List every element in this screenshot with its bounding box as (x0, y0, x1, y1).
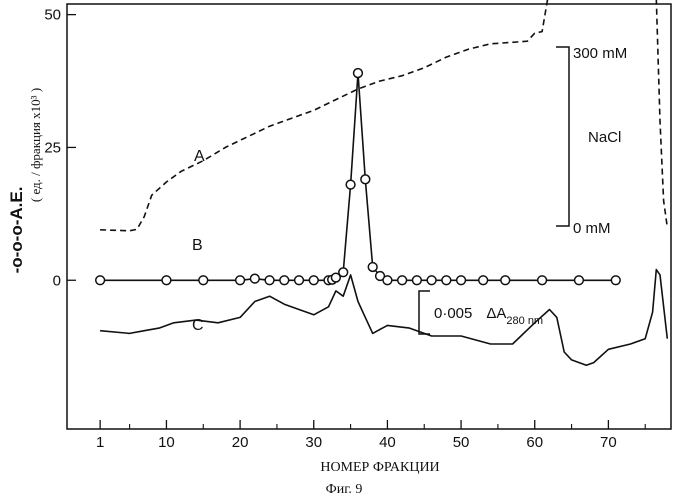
series-b-point (265, 276, 274, 285)
series-b-point (575, 276, 584, 285)
series-b-point (295, 276, 304, 285)
x-tick-label: 1 (96, 434, 104, 451)
x-tick-label: 70 (600, 434, 617, 451)
series-b-point (368, 263, 377, 272)
nacl-scale: 300 mM NaCl 0 mM (556, 45, 627, 237)
series-b-point (280, 276, 289, 285)
series-b-point (412, 276, 421, 285)
series-label-a: A (194, 148, 205, 165)
x-tick-label: 20 (232, 434, 249, 451)
scale-bar-bracket (419, 291, 430, 334)
y-tick-label: 50 (44, 7, 61, 24)
series-label-b: B (192, 237, 203, 254)
x-axis-title: НОМЕР ФРАКЦИИ (320, 460, 439, 475)
series-b-point (538, 276, 547, 285)
series-b-point (309, 276, 318, 285)
scale-bar-value: 0·005 (434, 305, 472, 322)
scale-bar-label: 0·005 ΔA280 nm (434, 305, 543, 327)
x-tick-label: 30 (305, 434, 322, 451)
y-axis-title-units: ( ед. / фракция x10³ ) (28, 88, 43, 202)
x-tick-label: 10 (158, 434, 175, 451)
series-b-point (501, 276, 510, 285)
series-b-point (442, 276, 451, 285)
series-b-point (346, 180, 355, 189)
series-b-point (339, 268, 348, 277)
series-b-point (96, 276, 105, 285)
absorbance-scale-bar: 0·005 ΔA280 nm (419, 291, 543, 334)
series-b-point (479, 276, 488, 285)
series-b-point (361, 175, 370, 184)
series-b-point (383, 276, 392, 285)
x-tick-label: 60 (526, 434, 543, 451)
series-b-point (398, 276, 407, 285)
series-b-point (250, 274, 259, 283)
series-b-point (457, 276, 466, 285)
figure-caption: Фиг. 9 (326, 482, 363, 497)
x-tick-label: 40 (379, 434, 396, 451)
scale-bar-subscript: 280 nm (506, 315, 543, 327)
series-b-point (162, 276, 171, 285)
series-b-point (354, 69, 363, 78)
series-b-point (236, 276, 245, 285)
series-b-line (100, 73, 616, 280)
series-b-point (199, 276, 208, 285)
y-tick-label: 0 (53, 272, 61, 289)
series-a-return-line (656, 0, 667, 227)
scale-bar-quantity: ΔA (486, 305, 506, 322)
series-b-point (611, 276, 620, 285)
nacl-axis-label: NaCl (588, 129, 621, 146)
y-tick-label: 25 (44, 139, 61, 156)
nacl-top-label: 300 mM (573, 45, 627, 62)
x-tick-label: 50 (453, 434, 470, 451)
series-label-c: C (192, 317, 204, 334)
series-b-point (427, 276, 436, 285)
nacl-bottom-label: 0 mM (573, 220, 611, 237)
tick-label-group: 1 10 20 30 40 50 60 70 0 25 50 (44, 7, 616, 451)
nacl-bracket (556, 47, 569, 226)
y-axis-title: -o-o-o-A.E. ( ед. / фракция x10³ ) (7, 88, 43, 274)
y-axis-title-main: -o-o-o-A.E. (7, 187, 26, 274)
series-a-line (100, 0, 557, 231)
